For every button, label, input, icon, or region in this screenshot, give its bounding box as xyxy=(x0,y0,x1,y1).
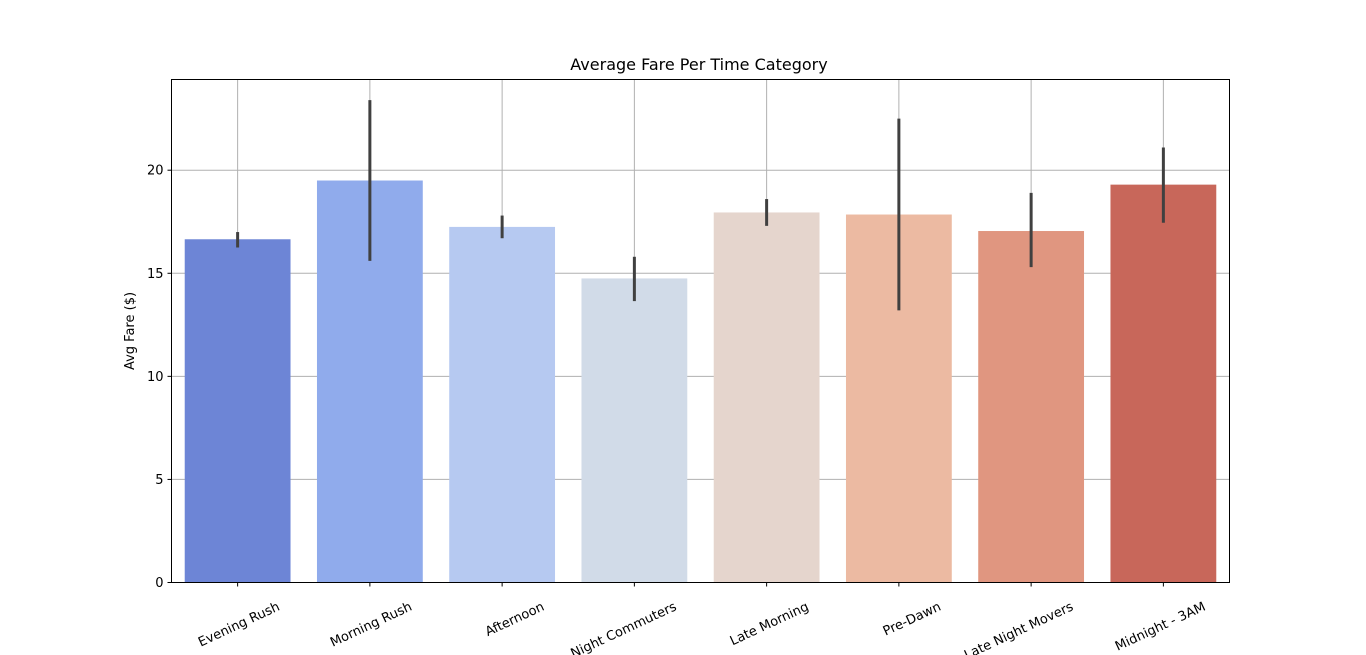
y-tick-label-4: 20 xyxy=(147,164,164,179)
x-tick-label-3: Night Commuters xyxy=(569,599,680,655)
y-tick-label-0: 0 xyxy=(155,576,163,591)
x-axis-ticks: Evening Rush Morning Rush Afternoon Night C… xyxy=(196,582,1208,655)
x-tick-label-4: Late Morning xyxy=(728,600,811,650)
bar-3 xyxy=(581,278,688,583)
x-tick-label-5: Pre-Dawn xyxy=(881,600,944,640)
x-tick-label-7: Midnight - 3AM xyxy=(1113,600,1208,655)
bar-0 xyxy=(184,239,291,583)
chart-title: Average Fare Per Time Category xyxy=(570,55,827,74)
bars-group xyxy=(184,180,1217,583)
x-tick-label-0: Evening Rush xyxy=(196,600,282,651)
bar-2 xyxy=(449,226,556,583)
x-tick-label-6: Late Night Movers xyxy=(962,599,1076,655)
x-tick-label-1: Morning Rush xyxy=(328,600,415,651)
bar-6 xyxy=(978,231,1085,583)
bar-7 xyxy=(1110,184,1217,583)
error-bars-group xyxy=(236,100,1165,311)
y-axis-label: Avg Fare ($) xyxy=(123,292,138,370)
y-tick-label-2: 10 xyxy=(147,370,164,385)
y-axis-ticks: 0 5 10 15 20 xyxy=(147,164,172,591)
bar-4 xyxy=(713,212,820,583)
y-tick-label-1: 5 xyxy=(155,473,163,488)
plot-frame xyxy=(171,79,1230,583)
y-tick-label-3: 15 xyxy=(147,267,164,282)
x-tick-label-2: Afternoon xyxy=(483,600,547,640)
